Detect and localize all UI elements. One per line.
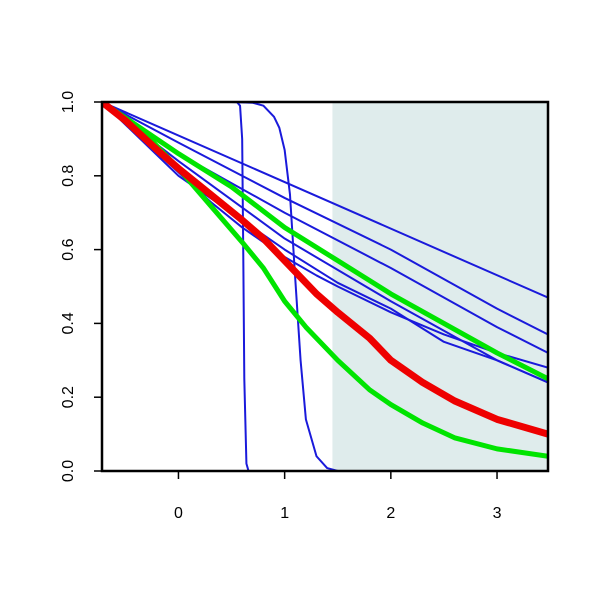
- series-line-3: [102, 102, 548, 299]
- series-line-8: [102, 102, 548, 369]
- y-tick-label: 0.2: [60, 386, 77, 408]
- y-axis: 0.0 0.2 0.4 0.6 0.8 1.0: [60, 91, 102, 482]
- series-line-11: [102, 102, 548, 438]
- series-line-2: [102, 102, 548, 471]
- series-line-4: [102, 102, 548, 336]
- y-tick-label: 1.0: [60, 91, 77, 113]
- x-tick-label: 3: [493, 505, 502, 522]
- x-tick-label: 1: [280, 505, 289, 522]
- x-tick-label: 2: [386, 505, 395, 522]
- shaded-region: [332, 102, 548, 471]
- series-layer: [102, 102, 548, 471]
- y-tick-label: 0.4: [60, 312, 77, 334]
- plot-frame: [100, 100, 550, 473]
- y-tick-label: 0.8: [60, 165, 77, 187]
- x-tick-label: 0: [174, 505, 183, 522]
- y-tick-label: 0.0: [60, 460, 77, 482]
- x-axis: 0 1 2 3: [174, 471, 502, 522]
- series-line-9: [102, 102, 548, 382]
- y-tick-label: 0.6: [60, 238, 77, 260]
